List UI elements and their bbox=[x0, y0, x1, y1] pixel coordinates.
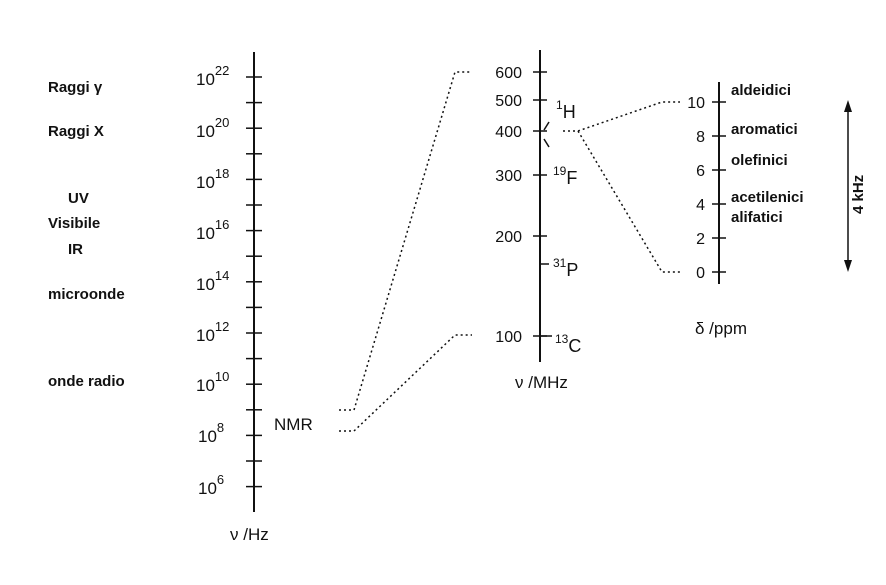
nmr-label: NMR bbox=[274, 415, 313, 434]
width-arrow-label: 4 kHz bbox=[850, 175, 867, 214]
spectrum-tick-labels: 1022 1020 1018 1016 1014 1012 1010 108 1… bbox=[196, 63, 229, 498]
width-arrow-head-down bbox=[844, 260, 852, 272]
shift-tick-label: 10 bbox=[687, 95, 705, 112]
connector-nmr-to-600mhz bbox=[339, 71, 472, 411]
spectrum-tick-label: 1020 bbox=[196, 115, 229, 141]
nmr-tick-label: 400 bbox=[495, 124, 522, 141]
nucleus-label-c: 13C bbox=[555, 332, 581, 356]
shift-tick-label: 4 bbox=[696, 197, 705, 214]
shift-tick-label: 0 bbox=[696, 265, 705, 282]
spectrum-tick-label: 1012 bbox=[196, 319, 229, 345]
nmr-tick-label: 600 bbox=[495, 65, 522, 82]
nucleus-label-f: 19F bbox=[553, 164, 577, 188]
spectrum-tick-label: 1016 bbox=[196, 217, 229, 243]
connector-nmr-to-100mhz bbox=[339, 334, 472, 432]
spectrum-tick-label: 1018 bbox=[196, 166, 229, 192]
nucleus-label-p: 31P bbox=[553, 256, 578, 280]
region-label-visible: Visibile bbox=[48, 215, 100, 232]
nmr-axis-unit-label: ν /MHz bbox=[515, 373, 568, 392]
shift-tick-label: 2 bbox=[696, 231, 705, 248]
nmr-tick-label: 100 bbox=[495, 329, 522, 346]
region-label-uv: UV bbox=[68, 190, 89, 207]
spectrum-tick-label: 1010 bbox=[196, 369, 229, 395]
group-label-aliphatic: alifatici bbox=[731, 209, 783, 226]
nucleus-marker-h bbox=[543, 121, 550, 131]
spectrum-tick-label: 108 bbox=[198, 420, 224, 446]
region-label-radio: onde radio bbox=[48, 373, 125, 390]
spectrum-tick-label: 1022 bbox=[196, 63, 229, 89]
nmr-tick-label: 300 bbox=[495, 168, 522, 185]
width-arrow-head-up bbox=[844, 100, 852, 112]
spectrum-tick-label: 1014 bbox=[196, 268, 229, 294]
spectrum-axis-unit-label: ν /Hz bbox=[230, 525, 269, 544]
shift-axis-unit-label: δ /ppm bbox=[695, 319, 747, 338]
connector-h-to-10ppm bbox=[563, 101, 680, 132]
group-label-acetylenic: acetilenici bbox=[731, 189, 804, 206]
region-label-microwave: microonde bbox=[48, 286, 125, 303]
connector-h-to-0ppm bbox=[577, 130, 680, 273]
region-label-ir: IR bbox=[68, 241, 83, 258]
group-label-aromatic: aromatici bbox=[731, 121, 798, 138]
region-label-xray: Raggi X bbox=[48, 123, 104, 140]
nucleus-label-h: 1H bbox=[556, 98, 576, 122]
spectrum-axis-ticks bbox=[246, 76, 262, 488]
shift-tick-label: 8 bbox=[696, 129, 705, 146]
nmr-tick-label: 200 bbox=[495, 229, 522, 246]
region-label-gamma: Raggi γ bbox=[48, 79, 103, 96]
nucleus-marker-f bbox=[543, 138, 550, 148]
group-label-olefinic: olefinici bbox=[731, 152, 788, 169]
nmr-tick-label: 500 bbox=[495, 93, 522, 110]
spectrum-tick-label: 106 bbox=[198, 472, 224, 498]
group-label-aldehydic: aldeidici bbox=[731, 82, 791, 99]
shift-tick-label: 6 bbox=[696, 163, 705, 180]
